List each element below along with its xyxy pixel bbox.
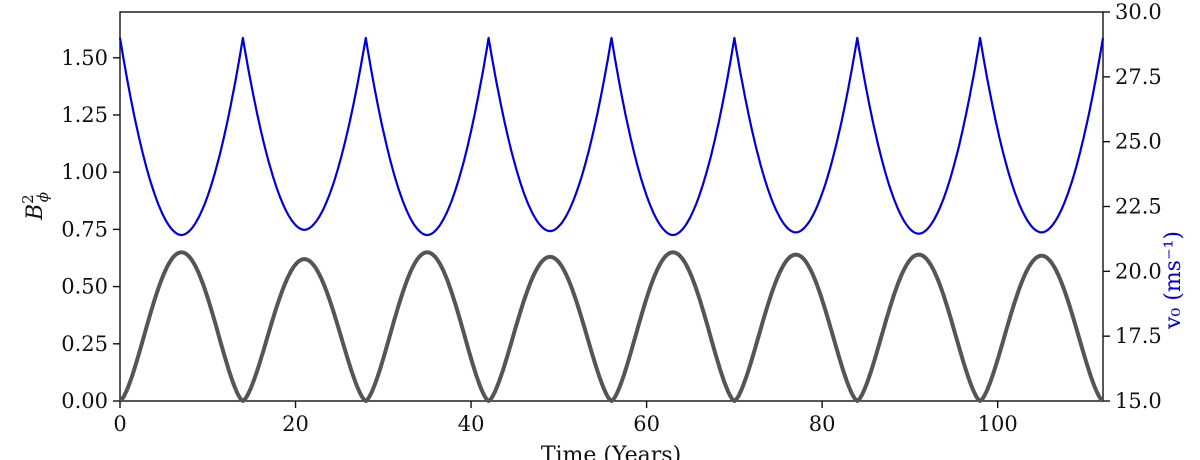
x-tick-label: 80 — [809, 412, 836, 436]
left-y-tick-label: 1.50 — [61, 46, 108, 70]
x-tick-label: 100 — [978, 412, 1018, 436]
right-y-tick-label: 15.0 — [1115, 389, 1162, 413]
left-y-axis-label-super: 2 — [19, 194, 37, 204]
right-y-tick-label: 25.0 — [1115, 130, 1162, 154]
right-y-tick-label: 20.0 — [1115, 259, 1162, 283]
left-y-tick-label: 0.75 — [61, 217, 108, 241]
x-tick-label: 0 — [113, 412, 126, 436]
series-line-b-phi-squared — [118, 250, 1105, 403]
series-line-v0 — [118, 36, 1105, 237]
x-tick-label: 40 — [458, 412, 485, 436]
left-y-tick-label: 0.25 — [61, 332, 108, 356]
left-y-axis-label-base: B — [23, 204, 48, 221]
left-y-tick-label: 1.25 — [61, 103, 108, 127]
right-y-tick-label: 17.5 — [1115, 324, 1162, 348]
plot-area — [118, 11, 1105, 403]
right-y-tick-label: 30.0 — [1115, 0, 1162, 24]
left-y-tick-label: 0.50 — [61, 275, 108, 299]
right-y-tick-label: 22.5 — [1115, 195, 1162, 219]
right-y-tick-label: 27.5 — [1115, 65, 1162, 89]
x-axis-ticks: 0 20 40 60 80 100 — [113, 401, 1018, 436]
x-tick-label: 20 — [282, 412, 309, 436]
left-y-axis-label: B2ϕ — [19, 192, 52, 221]
x-axis-label: Time (Years) — [541, 443, 681, 460]
right-y-axis-label: v₀ (ms⁻¹) — [1161, 231, 1186, 330]
x-tick-label: 60 — [633, 412, 660, 436]
left-y-tick-label: 0.00 — [61, 389, 108, 413]
right-y-axis-ticks: 15.0 17.5 20.0 22.5 25.0 27.5 30.0 — [1103, 0, 1162, 413]
left-y-axis-label-sub: ϕ — [34, 192, 52, 202]
left-y-tick-label: 1.00 — [61, 160, 108, 184]
left-y-axis-ticks: 0.00 0.25 0.50 0.75 1.00 1.25 1.50 — [61, 46, 120, 413]
